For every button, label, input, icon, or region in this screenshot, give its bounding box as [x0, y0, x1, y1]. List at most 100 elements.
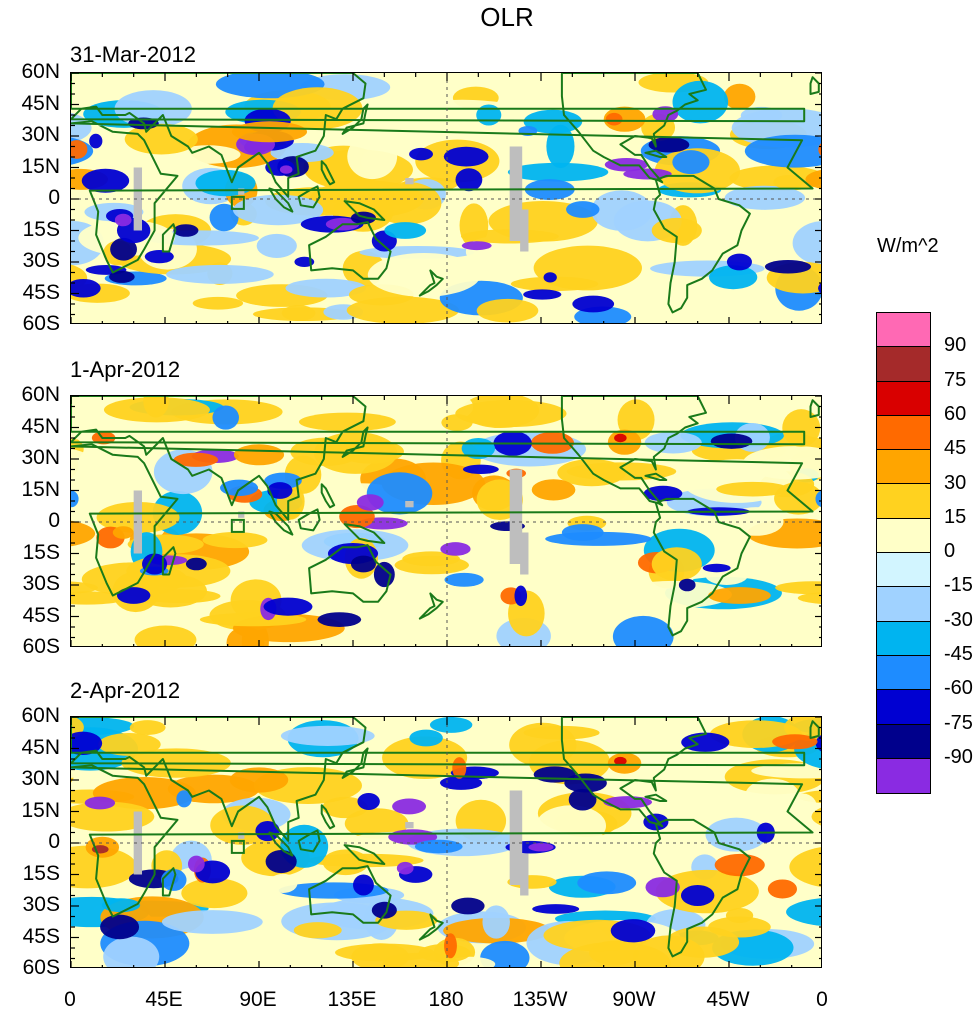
colorbar-swatch: [877, 518, 930, 554]
x-tick-label: 90W: [612, 988, 656, 1011]
colorbar-swatch: [877, 587, 930, 622]
olr-anomaly-blob: [652, 106, 679, 123]
olr-anomaly-blob: [561, 524, 604, 541]
coastline: [343, 844, 386, 865]
colorbar-swatch: [877, 381, 930, 416]
olr-anomaly-blob: [173, 224, 199, 237]
olr-anomaly-blob: [767, 879, 798, 899]
olr-anomaly-blob: [185, 557, 207, 571]
olr-anomaly-blob: [347, 133, 398, 180]
coastline: [644, 149, 668, 158]
olr-anomaly-blob: [672, 80, 729, 124]
y-tick-label: 60N: [21, 60, 60, 83]
olr-anomaly-blob: [645, 876, 680, 898]
coastline: [809, 720, 820, 739]
olr-anomaly-blob: [279, 165, 293, 174]
y-tick-label: 30S: [22, 893, 60, 916]
olr-anomaly-blob: [181, 878, 248, 909]
missing-data-region: [238, 832, 245, 839]
olr-anomaly-blob: [129, 720, 166, 735]
missing-data-region: [509, 469, 523, 564]
olr-anomaly-blob: [716, 481, 790, 497]
olr-anomaly-blob: [110, 237, 137, 261]
olr-anomaly-blob: [610, 919, 656, 943]
colorbar-swatch: [877, 621, 930, 656]
olr-anomaly-blob: [441, 414, 473, 431]
colorbar-swatch: [877, 313, 930, 348]
olr-anomaly-blob: [71, 845, 138, 889]
coastline: [297, 508, 321, 532]
olr-anomaly-blob: [346, 296, 460, 323]
olr-anomaly-blob: [187, 855, 205, 873]
colorbar-label: -30: [944, 608, 973, 631]
colorbar-label: -15: [944, 574, 973, 597]
olr-anomaly-blob: [144, 249, 174, 264]
olr-anomaly-blob: [744, 778, 800, 816]
olr-anomaly-blob: [709, 265, 758, 290]
y-tick-label: 45N: [21, 735, 60, 759]
map-panel-2: [70, 395, 822, 647]
olr-anomaly-blob: [112, 526, 134, 539]
olr-anomaly-blob: [764, 259, 812, 274]
olr-anomaly-blob: [443, 146, 489, 167]
y-tick-label: 60N: [21, 383, 60, 406]
olr-anomaly-blob: [98, 732, 161, 756]
olr-anomaly-blob: [580, 717, 641, 733]
olr-anomaly-blob: [740, 106, 783, 124]
y-tick-label: 15S: [22, 540, 60, 564]
olr-anomaly-blob: [461, 241, 492, 251]
olr-anomaly-blob: [293, 922, 342, 939]
coastline: [418, 269, 444, 297]
x-tick-label: 135E: [327, 988, 377, 1011]
olr-anomaly-blob: [572, 295, 615, 313]
y-tick-label: 30N: [21, 123, 60, 146]
olr-anomaly-blob: [202, 532, 268, 549]
coastline: [343, 200, 386, 221]
coastline: [161, 223, 177, 253]
olr-anomaly-blob: [644, 431, 702, 454]
y-tick-label: 15S: [22, 217, 60, 241]
olr-anomaly-blob: [84, 796, 116, 810]
y-tick-label: 45S: [22, 280, 60, 304]
colorbar-swatch: [877, 415, 930, 451]
coastline: [71, 73, 806, 198]
olr-anomaly-blob: [71, 140, 88, 159]
coastline: [71, 396, 806, 521]
missing-data-region: [509, 146, 523, 241]
olr-anomaly-blob: [143, 396, 169, 418]
colorbar: [876, 312, 931, 795]
missing-data-region: [509, 790, 523, 885]
olr-anomaly-blob: [476, 298, 539, 323]
olr-anomaly-blob: [382, 736, 468, 779]
olr-anomaly-blob: [344, 808, 409, 839]
olr-anomaly-blob: [714, 853, 765, 877]
olr-anomaly-blob: [455, 168, 483, 192]
olr-anomaly-blob: [444, 572, 484, 587]
colorbar-swatch: [877, 655, 930, 691]
olr-anomaly-blob: [195, 169, 256, 197]
coastline: [418, 913, 444, 941]
olr-anomaly-blob: [744, 134, 821, 168]
olr-anomaly-blob: [81, 168, 130, 193]
coastline: [652, 174, 751, 314]
olr-anomaly-blob: [373, 561, 395, 588]
olr-anomaly-blob: [209, 203, 239, 232]
y-tick-label: 60N: [21, 704, 60, 727]
olr-anomaly-blob: [614, 756, 627, 766]
colorbar-label: 75: [944, 368, 967, 391]
olr-anomaly-blob: [523, 289, 562, 300]
olr-anomaly-blob: [451, 897, 485, 915]
map-panel-1: [70, 72, 822, 324]
olr-anomaly-blob: [480, 940, 530, 967]
olr-anomaly-blob: [509, 722, 577, 767]
olr-anomaly-blob: [789, 847, 821, 887]
olr-anomaly-blob: [109, 270, 135, 283]
olr-anomaly-blob: [452, 757, 467, 779]
olr-anomaly-blob: [409, 147, 433, 161]
y-tick-label: 45S: [22, 603, 60, 627]
coastline: [161, 867, 177, 897]
olr-anomaly-blob: [815, 490, 821, 508]
olr-anomaly-blob: [564, 773, 607, 793]
olr-anomaly-blob: [614, 433, 627, 443]
olr-anomaly-blob: [672, 150, 710, 175]
